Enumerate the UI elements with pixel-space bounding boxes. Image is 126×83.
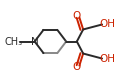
Text: OH: OH (100, 20, 116, 29)
Text: O: O (72, 62, 80, 72)
Text: CH₃: CH₃ (5, 37, 23, 46)
Text: O: O (72, 11, 80, 21)
Text: OH: OH (100, 54, 116, 63)
Text: N: N (31, 37, 39, 46)
